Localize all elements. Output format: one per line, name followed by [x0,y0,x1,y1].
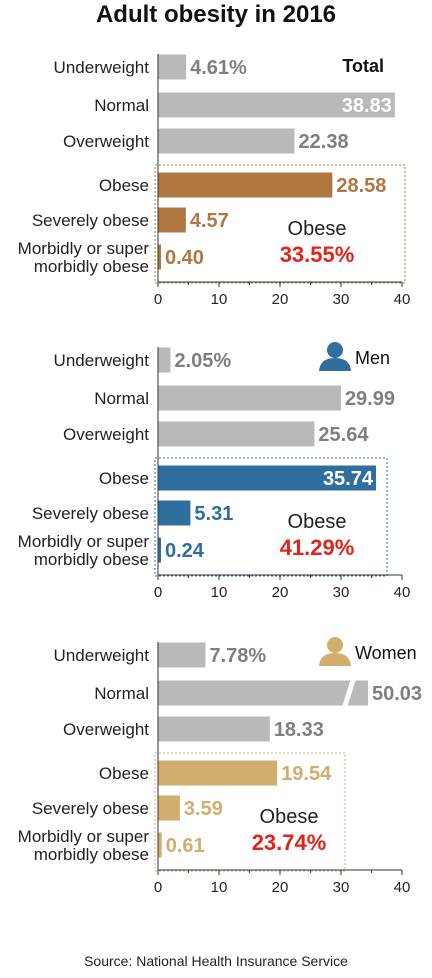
category-label: Severely obese [32,504,149,523]
bar [158,385,341,411]
x-tick-label: 20 [272,879,289,896]
chart-panels: Total Underweight 4.61% Normal 38.83 Overweig… [18,54,422,896]
obese-total: 41.29% [280,535,355,560]
bar [158,642,206,668]
panel-title: Total [342,56,384,76]
person-icon [319,637,351,666]
data-label: 0.61 [166,835,205,857]
category-label: Morbidly or super [18,532,150,551]
panel-men: Men Underweight 2.05% Normal 29.99 Overweight… [18,342,411,601]
x-tick-label: 10 [211,584,228,601]
bar [158,680,368,706]
person-icon [319,342,351,371]
data-label: 4.61% [190,57,247,79]
data-label: 2.05% [175,350,232,372]
panel-women: Women Underweight 7.78% Normal 50.03 Overweig… [18,637,422,896]
bar [158,716,270,742]
bar [158,760,278,786]
bar [158,537,161,563]
category-label: Overweight [63,720,149,739]
bar [158,92,395,118]
category-label: Severely obese [32,799,149,818]
category-label: Normal [94,389,149,408]
category-label: Obese [99,176,149,195]
category-label: morbidly obese [34,550,149,569]
bar [158,832,162,858]
category-label: Morbidly or super [18,239,150,258]
x-tick-label: 20 [272,291,289,308]
category-label: Morbidly or super [18,827,150,846]
panel-title: Men [355,348,390,368]
data-label: 50.03 [372,683,422,705]
obese-label: Obese [260,806,319,828]
category-label: morbidly obese [34,845,149,864]
data-label: 29.99 [345,388,395,410]
x-tick-label: 10 [211,291,228,308]
obese-total: 23.74% [252,830,327,855]
bar [158,207,186,233]
x-tick-label: 0 [154,879,162,896]
x-tick-label: 10 [211,879,228,896]
bar [158,347,171,373]
bar [158,128,295,154]
x-tick-label: 0 [154,291,162,308]
bar [158,421,315,447]
bar [158,244,161,270]
obese-total: 33.55% [280,242,355,267]
data-label: 28.58 [336,175,386,197]
bar [158,54,187,80]
category-label: Obese [99,764,149,783]
data-label: 38.83 [342,95,392,117]
category-label: Underweight [54,58,150,77]
bar [158,172,333,198]
x-tick-label: 30 [333,879,350,896]
x-tick-label: 40 [394,879,411,896]
data-label: 3.59 [184,798,223,820]
data-label: 5.31 [194,503,233,525]
x-tick-label: 40 [394,291,411,308]
bar [158,465,377,491]
category-label: Obese [99,469,149,488]
source-note: Source: National Health Insurance Servic… [84,953,348,969]
data-label: 7.78% [209,645,266,667]
obese-group-box [154,752,346,872]
data-label: 22.38 [299,131,349,153]
category-label: Severely obese [32,211,149,230]
data-label: 35.74 [323,468,374,490]
data-label: 25.64 [318,424,369,446]
data-label: 19.54 [281,763,332,785]
x-tick-label: 30 [333,584,350,601]
bar [158,500,191,526]
x-tick-label: 40 [394,584,411,601]
x-tick-label: 0 [154,584,162,601]
category-label: Overweight [63,425,149,444]
panel-total: Total Underweight 4.61% Normal 38.83 Overweig… [18,54,411,308]
category-label: morbidly obese [34,257,149,276]
category-label: Underweight [54,351,150,370]
data-label: 0.40 [165,247,204,269]
category-label: Overweight [63,132,149,151]
obese-group-box [154,457,388,577]
x-tick-label: 30 [333,291,350,308]
bar [158,795,180,821]
obese-label: Obese [288,511,347,533]
data-label: 4.57 [190,210,229,232]
obese-label: Obese [288,218,347,240]
axis-break-mark [341,676,357,710]
category-label: Normal [94,684,149,703]
chart-title: Adult obesity in 2016 [96,1,336,28]
panel-title: Women [355,643,417,663]
category-label: Normal [94,96,149,115]
data-label: 0.24 [165,540,205,562]
category-label: Underweight [54,646,150,665]
x-tick-label: 20 [272,584,289,601]
data-label: 18.33 [274,719,324,741]
